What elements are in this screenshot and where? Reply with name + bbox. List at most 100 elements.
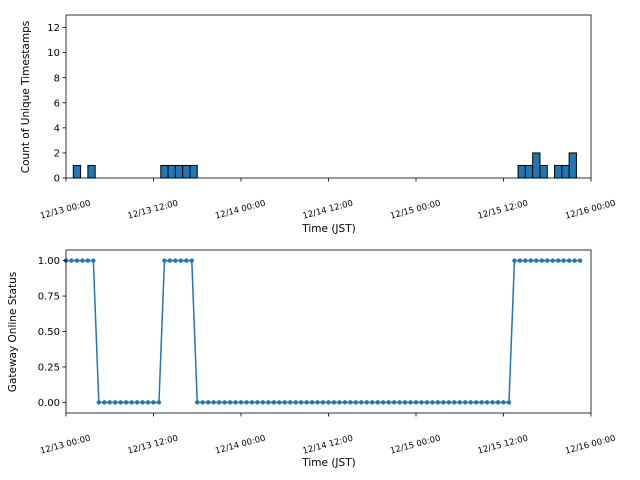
status-data-point (561, 258, 566, 263)
histogram-bar (182, 164, 191, 179)
status-data-point (342, 400, 348, 405)
status-data-point (140, 400, 145, 405)
histogram-bar (568, 152, 577, 179)
status-data-point (534, 258, 539, 263)
status-data-point (249, 400, 255, 405)
status-data-point (397, 400, 402, 405)
status-data-point (446, 400, 452, 405)
status-data-point (277, 400, 282, 405)
status-data-point (309, 400, 315, 405)
status-data-point (348, 400, 353, 405)
status-data-point (501, 400, 506, 405)
histogram-y-tick-label: 0 (54, 174, 60, 185)
status-data-point (441, 400, 446, 405)
status-data-point (282, 400, 287, 405)
histogram-bar (539, 164, 548, 179)
status-data-point (134, 400, 140, 405)
status-data-point (162, 258, 167, 263)
status-data-point (123, 400, 129, 405)
status-data-point (156, 400, 162, 405)
status-data-point (528, 258, 534, 263)
histogram-bar (517, 164, 526, 179)
status-data-point (490, 400, 495, 405)
status-y-axis-title: Gateway Online Status (7, 272, 19, 392)
status-data-point (255, 400, 260, 405)
status-data-point (238, 400, 244, 405)
histogram-y-axis-title: Count of Unique Timestamps (20, 21, 32, 173)
status-data-point (178, 258, 184, 263)
histogram-bar (524, 164, 534, 179)
histogram-y-tick-label: 2 (54, 149, 60, 160)
status-data-point (85, 258, 91, 263)
status-data-point (452, 400, 457, 405)
histogram-bar (561, 164, 570, 179)
status-data-point (167, 258, 173, 263)
status-data-point (473, 400, 479, 405)
status-data-point (550, 258, 555, 263)
status-data-point (424, 400, 430, 405)
status-data-point (408, 400, 413, 405)
histogram-bar (167, 164, 176, 179)
status-data-point (517, 258, 523, 263)
histogram-bar (87, 164, 96, 179)
status-data-point (555, 258, 561, 263)
histogram-y-tick-label: 10 (47, 48, 60, 59)
status-data-point (184, 258, 189, 263)
status-data-point (572, 258, 577, 263)
status-data-point (91, 258, 96, 263)
status-data-point (293, 400, 298, 405)
status-data-point (577, 258, 583, 263)
status-data-point (260, 400, 266, 405)
histogram-bar (174, 164, 184, 179)
status-data-point (233, 400, 238, 405)
status-data-point (353, 400, 359, 405)
status-data-point (227, 400, 233, 405)
histogram-bars (72, 152, 577, 179)
status-data-point (337, 400, 342, 405)
status-data-point (205, 400, 211, 405)
status-data-point (113, 400, 118, 405)
status-data-point (545, 258, 550, 263)
status-data-point (102, 400, 107, 405)
status-data-point (266, 400, 271, 405)
status-y-tick-label: 0.25 (38, 363, 60, 374)
status-y-tick-label: 0.75 (38, 292, 60, 303)
histogram-bar (160, 164, 169, 179)
status-data-point (244, 400, 249, 405)
status-data-point (435, 400, 441, 405)
status-data-point (380, 400, 386, 405)
status-data-point (173, 258, 178, 263)
status-data-point (74, 258, 80, 263)
status-data-point (271, 400, 277, 405)
status-data-point (413, 400, 419, 405)
status-data-point (320, 400, 326, 405)
status-line-plot (63, 258, 583, 405)
status-data-point (69, 258, 74, 263)
status-data-point (506, 400, 512, 405)
status-data-point (189, 258, 194, 263)
status-data-point (315, 400, 320, 405)
status-data-point (359, 400, 364, 405)
status-data-point (304, 400, 309, 405)
status-data-point (370, 400, 375, 405)
status-data-point (539, 258, 544, 263)
histogram-bar (554, 164, 563, 179)
status-data-point (468, 400, 473, 405)
status-y-axis: 0.00 0.25 0.50 0.75 1.00 (38, 256, 66, 409)
histogram-x-axis-title: Time (JST) (301, 223, 355, 235)
status-data-point (326, 400, 331, 405)
histogram-bar (189, 164, 198, 179)
histogram-y-axis: 0 2 4 6 8 10 12 (47, 23, 66, 185)
status-data-point (386, 400, 391, 405)
histogram-y-tick-label: 6 (54, 98, 60, 109)
status-data-point (222, 400, 227, 405)
status-x-axis-title: Time (JST) (301, 457, 355, 469)
status-data-point (298, 400, 304, 405)
status-data-point (216, 400, 222, 405)
status-y-tick-label: 0.00 (38, 398, 60, 409)
status-y-tick-label: 1.00 (38, 256, 60, 267)
status-data-point (118, 400, 123, 405)
status-data-point (512, 258, 517, 263)
